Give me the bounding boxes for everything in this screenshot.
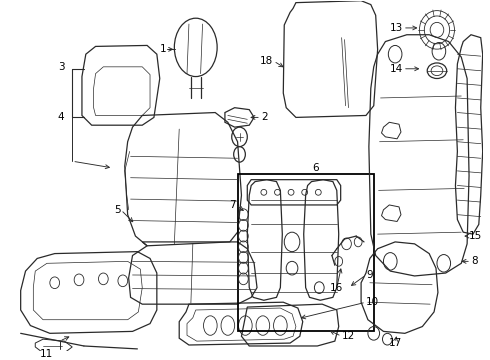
Text: 1: 1: [160, 44, 167, 54]
Text: 14: 14: [390, 64, 403, 74]
Text: 13: 13: [390, 23, 403, 33]
Text: 18: 18: [260, 56, 273, 66]
Text: 16: 16: [330, 283, 343, 293]
Text: 4: 4: [58, 112, 65, 122]
Text: 11: 11: [40, 349, 53, 359]
Text: 10: 10: [366, 297, 379, 307]
Text: 7: 7: [229, 200, 236, 210]
Text: 15: 15: [469, 231, 482, 241]
Text: 2: 2: [261, 112, 268, 122]
Text: 17: 17: [389, 338, 402, 348]
Text: 12: 12: [342, 331, 355, 341]
Text: 9: 9: [366, 270, 372, 280]
Text: 6: 6: [312, 163, 318, 173]
Bar: [238, 174, 374, 332]
Text: 5: 5: [114, 205, 121, 215]
Text: 8: 8: [471, 256, 478, 266]
Text: 3: 3: [58, 62, 65, 72]
